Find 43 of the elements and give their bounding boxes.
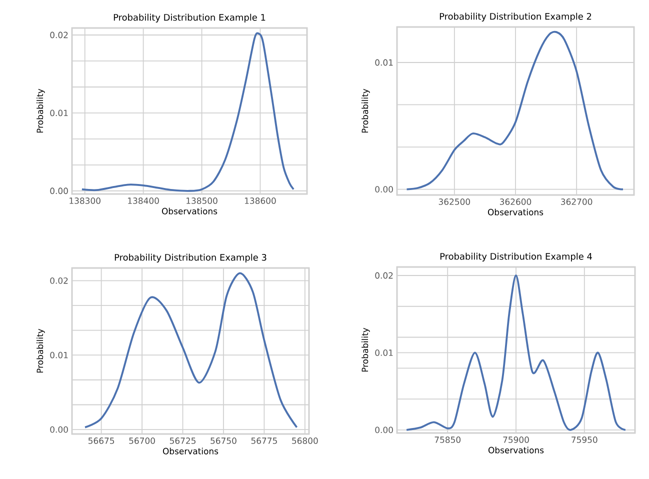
- x-tick-label: 138400: [128, 198, 159, 204]
- chart-title: Probability Distribution Example 4: [440, 252, 592, 262]
- x-tick-label: 138600: [245, 198, 276, 204]
- y-tick-label: 0.02: [50, 277, 68, 284]
- line-series: [80, 32, 295, 192]
- x-tick-label: 138300: [70, 198, 100, 204]
- y-tick-label: 0.00: [50, 188, 68, 194]
- y-tick-label: 0.01: [375, 59, 393, 66]
- x-tick-label: 362500: [438, 198, 470, 205]
- line-series: [84, 272, 298, 428]
- y-tick-label: 0.00: [50, 426, 68, 433]
- x-tick-label: 75850: [434, 436, 461, 443]
- y-tick-label: 0.01: [50, 352, 68, 358]
- x-tick-label: 56775: [251, 438, 277, 444]
- x-axis-title: Observations: [488, 208, 544, 216]
- x-tick-label: 56750: [210, 438, 236, 444]
- x-tick-label: 75900: [503, 436, 529, 443]
- y-axis-title: Probability: [36, 328, 45, 373]
- x-axis-title: Observations: [162, 208, 218, 214]
- y-tick-label: 0.01: [50, 110, 68, 116]
- y-axis-title: Probability: [362, 328, 370, 372]
- chart-title: Probability Distribution Example 2: [440, 12, 592, 22]
- y-tick-label: 0.01: [375, 350, 393, 356]
- x-axis-title: Observations: [162, 448, 218, 454]
- y-axis-title: Probability: [36, 88, 45, 133]
- x-tick-label: 362600: [500, 198, 532, 205]
- x-tick-label: 56800: [292, 438, 318, 444]
- x-axis-title: Observations: [488, 446, 544, 454]
- y-tick-label: 0.02: [375, 272, 393, 279]
- y-tick-label: 0.00: [375, 186, 393, 192]
- x-tick-label: 362700: [561, 198, 592, 205]
- x-tick-label: 138500: [186, 198, 218, 204]
- y-tick-label: 0.02: [50, 32, 68, 38]
- x-tick-label: 75950: [572, 436, 598, 443]
- chart-title: Probability Distribution Example 3: [114, 254, 266, 262]
- y-tick-label: 0.00: [375, 426, 393, 434]
- x-tick-label: 56700: [129, 438, 155, 444]
- line-series: [406, 30, 624, 190]
- line-series: [406, 274, 626, 431]
- y-axis-title: Probability: [362, 88, 370, 133]
- x-tick-label: 56725: [170, 438, 196, 444]
- x-tick-label: 56675: [88, 438, 114, 444]
- chart-title: Probability Distribution Example 1: [114, 14, 266, 22]
